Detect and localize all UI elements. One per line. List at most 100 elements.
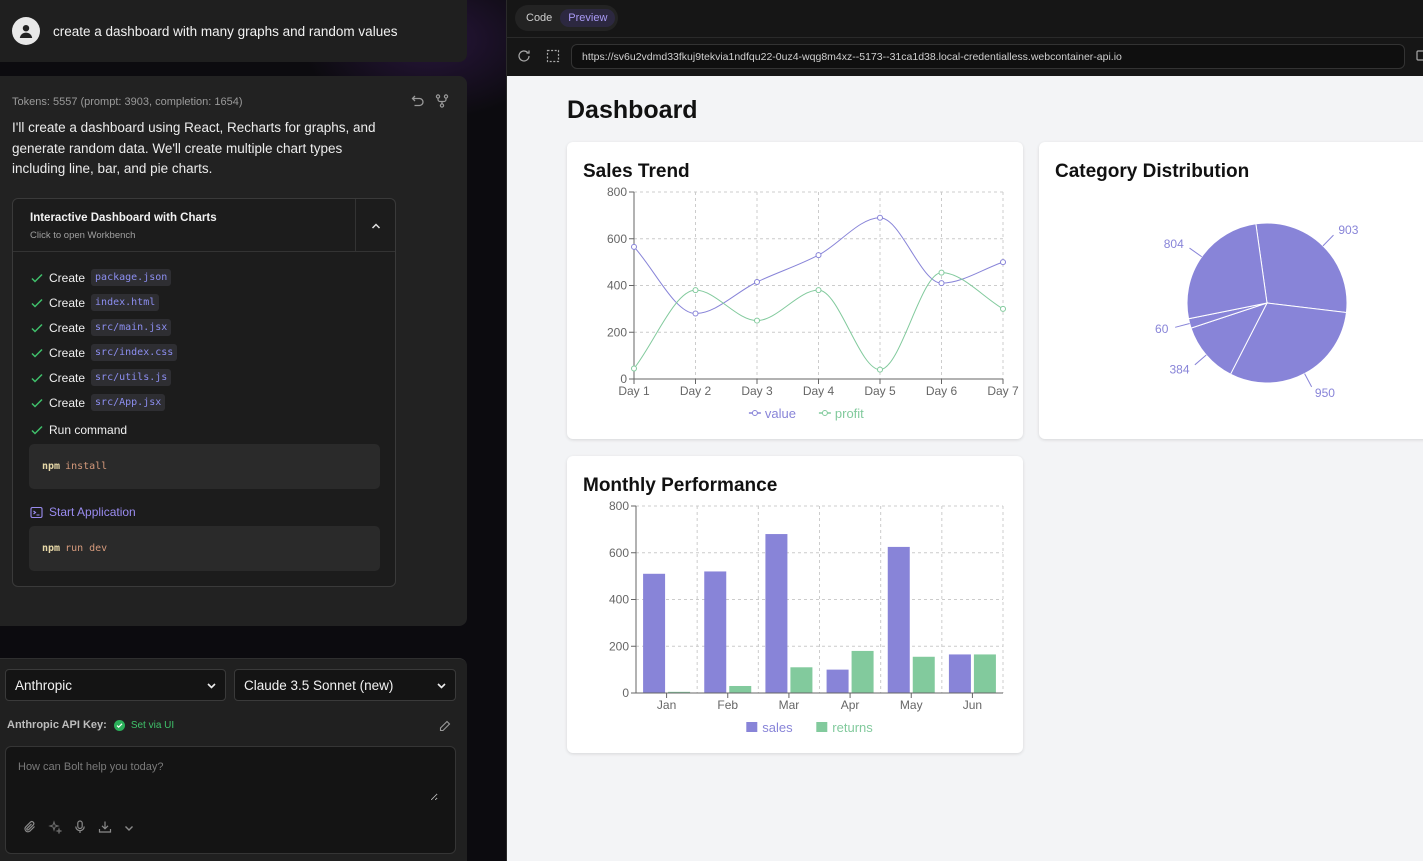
model-select[interactable]: Claude 3.5 Sonnet (new) xyxy=(234,669,456,701)
check-circle-icon xyxy=(113,719,125,731)
y-tick-label: 200 xyxy=(609,639,629,653)
x-tick-label: Mar xyxy=(779,698,800,712)
api-key-label: Anthropic API Key: xyxy=(7,719,107,731)
fork-icon[interactable] xyxy=(435,94,449,113)
x-tick-label: Day 1 xyxy=(618,384,650,398)
device-icon[interactable] xyxy=(1416,50,1423,69)
bar-sales-Feb xyxy=(704,571,727,693)
x-tick-label: Feb xyxy=(717,698,738,712)
monthly-performance-title: Monthly Performance xyxy=(583,475,778,496)
pie-label-804: 804 xyxy=(1164,237,1184,251)
y-tick-label: 0 xyxy=(620,372,627,386)
bar-returns-May xyxy=(912,656,935,693)
user-message-text: create a dashboard with many graphs and … xyxy=(53,23,398,39)
step-action: Create xyxy=(49,320,86,335)
sparkles-icon[interactable] xyxy=(48,820,63,839)
artifact-header[interactable]: Interactive Dashboard with Charts Click … xyxy=(13,199,395,252)
y-tick-label: 800 xyxy=(609,499,629,513)
prompt-input[interactable] xyxy=(18,761,438,801)
prompt-toolbar xyxy=(23,820,135,839)
data-point-profit xyxy=(877,366,883,373)
x-tick-label: Day 7 xyxy=(987,384,1019,398)
data-point-profit xyxy=(938,269,945,276)
legend-dot-value xyxy=(751,410,758,416)
undo-icon[interactable] xyxy=(411,94,425,113)
x-tick-label: Jan xyxy=(657,698,676,712)
step-action: Create xyxy=(49,370,86,385)
legend-label-value: value xyxy=(765,406,796,421)
bar-returns-Apr xyxy=(851,650,874,693)
select-element-icon[interactable] xyxy=(546,49,560,68)
microphone-icon[interactable] xyxy=(73,820,87,839)
step-create-index-html: Create index.html xyxy=(30,294,160,311)
dashboard-title: Dashboard xyxy=(567,96,698,124)
legend-label-returns: returns xyxy=(832,720,873,735)
y-tick-label: 600 xyxy=(607,232,627,246)
pie-slice-903 xyxy=(1255,222,1348,314)
step-action: Create xyxy=(49,295,86,310)
pie-label-line-950 xyxy=(1304,373,1313,388)
x-tick-label: Day 4 xyxy=(803,384,835,398)
y-tick-label: 400 xyxy=(609,593,629,607)
bar-sales-Mar xyxy=(765,534,788,693)
api-key-row: Anthropic API Key: Set via UI xyxy=(7,719,174,731)
data-point-value xyxy=(815,252,822,259)
x-tick-label: Apr xyxy=(841,698,860,712)
chevron-down-icon xyxy=(207,683,216,689)
command-args: install xyxy=(65,461,108,472)
pencil-icon[interactable] xyxy=(439,719,451,737)
check-icon xyxy=(31,398,43,408)
model-value: Claude 3.5 Sonnet (new) xyxy=(244,677,394,693)
bar-returns-Feb xyxy=(729,685,752,693)
chat-input-area: Anthropic Claude 3.5 Sonnet (new) Anthro… xyxy=(0,658,467,861)
legend-label-profit: profit xyxy=(835,406,864,421)
check-icon xyxy=(31,323,43,333)
pie-slice-384 xyxy=(1190,302,1269,375)
url-input[interactable]: https://sv6u2vdmd33fkuj9tekvia1ndfqu22-0… xyxy=(571,44,1405,69)
bar-sales-May xyxy=(887,546,910,693)
artifact-card[interactable]: Interactive Dashboard with Charts Click … xyxy=(12,198,396,587)
sales-trend-chart: 0 200 400 600 800 Day 1 Day 2 Day 3 Day 4 Day 5 Da… xyxy=(607,185,1019,421)
x-tick-label: Day 3 xyxy=(741,384,773,398)
y-tick-label: 0 xyxy=(622,686,629,700)
chevron-down-icon xyxy=(437,683,446,689)
download-icon[interactable] xyxy=(98,820,112,839)
category-distribution-chart: 903 950 384 60 804 xyxy=(1155,222,1359,400)
y-tick-label: 800 xyxy=(607,185,627,199)
x-tick-label: Day 5 xyxy=(864,384,896,398)
chevron-down-icon[interactable] xyxy=(123,821,135,839)
step-file: src/index.css xyxy=(91,344,178,361)
step-action: Create xyxy=(49,395,86,410)
provider-select[interactable]: Anthropic xyxy=(5,669,226,701)
workbench-topbar: Code Preview xyxy=(507,0,1423,38)
x-tick-label: May xyxy=(900,698,923,712)
data-point-value xyxy=(692,310,699,317)
bar-sales-Jun xyxy=(948,654,971,693)
step-action: Create xyxy=(49,270,86,285)
y-tick-label: 400 xyxy=(607,279,627,293)
paperclip-icon[interactable] xyxy=(23,820,37,839)
artifact-title: Interactive Dashboard with Charts xyxy=(30,212,217,224)
bar-sales-Apr xyxy=(826,669,849,693)
bar-returns-Jun xyxy=(973,654,996,693)
chevron-up-icon xyxy=(371,222,380,229)
step-run-command: Run command xyxy=(30,423,127,437)
user-avatar-icon xyxy=(12,17,40,45)
chat-panel: create a dashboard with many graphs and … xyxy=(0,0,506,861)
command-name: npm xyxy=(42,543,61,554)
tab-code[interactable]: Code xyxy=(526,12,553,24)
workbench-panel: Code Preview https://sv6u2vdmd33fkuj9tek… xyxy=(506,0,1423,861)
data-point-profit xyxy=(692,287,699,294)
pie-label-903: 903 xyxy=(1338,223,1358,237)
monthly-performance-card: 0 200 400 600 800 Jan Feb Mar Apr May Jun sales retu… xyxy=(567,456,1023,753)
view-toggle: Code Preview xyxy=(515,5,619,31)
step-file: package.json xyxy=(91,269,172,286)
terminal-icon xyxy=(30,506,43,518)
reload-icon[interactable] xyxy=(517,49,531,68)
check-icon xyxy=(31,373,43,383)
step-create-app-jsx: Create src/App.jsx xyxy=(30,394,166,411)
artifact-subtitle: Click to open Workbench xyxy=(30,230,136,241)
tab-preview[interactable]: Preview xyxy=(560,9,616,27)
artifact-collapse-button[interactable] xyxy=(355,199,395,252)
y-tick-label: 600 xyxy=(609,546,629,560)
